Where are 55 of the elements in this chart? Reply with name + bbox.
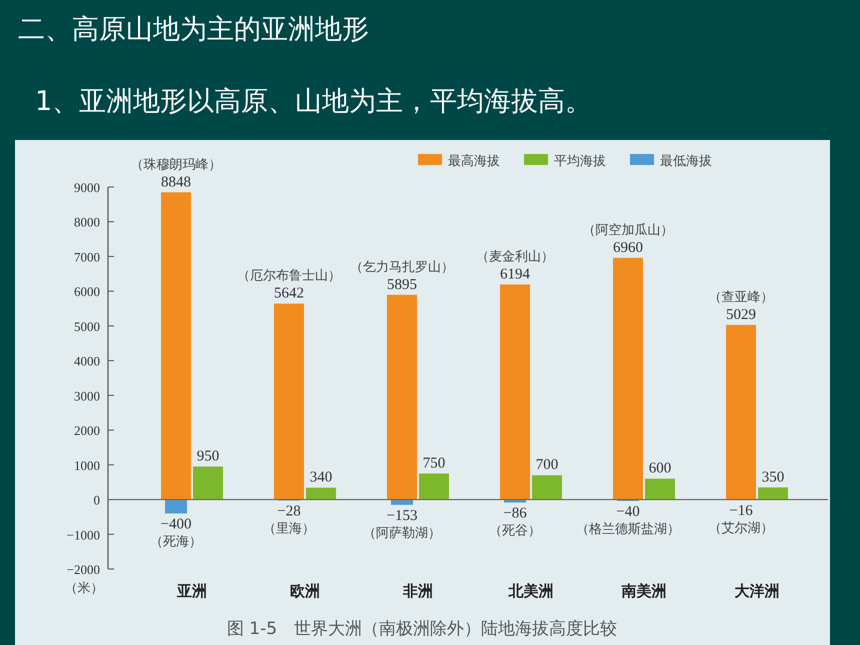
legend-label: 最低海拔 [660, 154, 712, 169]
data-label: 700 [536, 457, 558, 474]
data-label: 750 [422, 456, 446, 472]
data-label: −400 [160, 516, 192, 532]
y-tick-label: 5000 [74, 318, 100, 334]
data-label: −153 [386, 508, 418, 524]
y-tick-label: 2000 [74, 423, 100, 438]
chart-subtitle: 1、亚洲地形以高原、山地为主，平均海拔高。 [35, 86, 592, 117]
legend-label: 平均海拔 [554, 154, 606, 169]
annotation: （里海） [263, 522, 315, 537]
annotation: （乞力马扎罗山） [350, 260, 454, 275]
y-tick-label: −2000 [66, 562, 100, 577]
annotation: （死海） [150, 534, 202, 550]
data-label: 5029 [726, 306, 756, 323]
x-tick-label: 欧洲 [290, 582, 320, 600]
caption: 图 1-5 世界大洲（南极洲除外）陆地海拔高度比较 [226, 619, 618, 639]
legend-label: 最高海拔 [448, 153, 500, 169]
y-tick-label: 9000 [74, 180, 100, 195]
y-tick-label: 1000 [74, 458, 100, 473]
x-tick-label: 北美洲 [508, 582, 554, 600]
annotation: （查亚峰） [708, 290, 774, 305]
data-label: −28 [277, 504, 301, 520]
data-label: 5642 [274, 286, 304, 302]
data-label: −40 [616, 504, 640, 520]
x-tick-label: 大洋洲 [734, 582, 780, 600]
annotation: （阿空加瓜山） [582, 222, 674, 238]
data-label: 6194 [500, 266, 530, 282]
annotation: （麦金利山） [476, 249, 554, 264]
data-label: −16 [729, 503, 754, 520]
y-tick-label: 0 [94, 492, 100, 508]
y-tick-label: 8000 [74, 214, 100, 230]
y-tick-label: 6000 [74, 284, 100, 300]
data-label: 6960 [613, 240, 643, 256]
chart-title: 二、高原山地为主的亚洲地形 [18, 14, 369, 45]
x-tick-label: 南美洲 [620, 582, 666, 600]
annotation: （死谷） [489, 524, 541, 539]
y-tick-label: 7000 [74, 249, 100, 264]
y-axis-title: （米） [64, 581, 104, 596]
data-label: 950 [196, 448, 220, 465]
y-tick-label: 4000 [74, 354, 100, 369]
annotation: （厄尔布鲁士山） [237, 268, 341, 284]
annotation: （格兰德斯盐湖） [576, 522, 680, 537]
x-tick-label: 非洲 [402, 582, 433, 600]
data-label: 5895 [387, 276, 417, 293]
data-label: 340 [310, 470, 332, 486]
y-tick-label: 3000 [74, 388, 100, 404]
data-label: 600 [648, 460, 672, 477]
annotation: （珠穆朗玛峰） [130, 156, 222, 172]
annotation: （阿萨勒湖） [363, 526, 441, 541]
data-label: 8848 [161, 174, 191, 190]
y-tick-label: −1000 [66, 527, 100, 542]
data-label: −86 [503, 506, 528, 522]
x-tick-label: 亚洲 [176, 582, 207, 600]
annotation: （艾尔湖） [708, 521, 774, 536]
data-label: 350 [762, 469, 784, 486]
